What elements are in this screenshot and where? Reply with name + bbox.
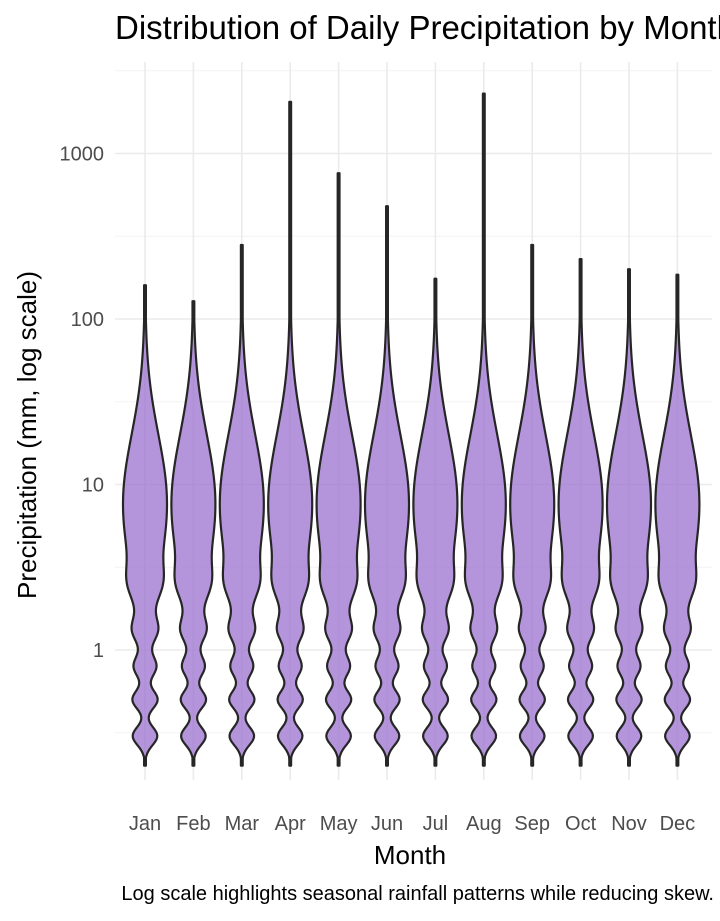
x-tick-label: Jul [423,813,449,835]
y-tick-label: 1000 [60,144,105,166]
violin-may [315,172,362,767]
violin-aug [460,92,507,767]
chart-caption: Log scale highlights seasonal rainfall p… [121,883,714,905]
x-tick-label: Sep [514,813,550,835]
x-tick-label: Jan [129,813,161,835]
y-tick-label: 1 [93,640,104,662]
violin-jul [412,277,459,767]
x-tick-label: May [320,813,358,835]
violin-sep [509,243,556,767]
violin-mar [218,243,265,767]
x-tick-label: Dec [660,813,696,835]
violin-jun [363,205,411,767]
chart-title: Distribution of Daily Precipitation by M… [115,9,720,46]
y-tick-label: 100 [71,309,104,331]
x-tick-label: Feb [176,813,210,835]
y-axis-title: Precipitation (mm, log scale) [12,271,42,599]
x-tick-label: Mar [225,813,260,835]
x-axis-title: Month [374,840,446,870]
violin-nov [605,268,653,767]
x-tick-label: Nov [611,813,647,835]
y-tick-label: 10 [82,475,104,497]
violin-feb [170,300,217,767]
x-tick-label: Jun [371,813,403,835]
x-tick-labels: Jan Feb Mar Apr May Jun Jul Aug Sep Oct Nov Dec [129,813,695,835]
x-tick-label: Apr [275,813,306,835]
violin-jan [121,284,169,767]
violins [121,92,701,767]
violin-dec [654,273,701,767]
x-tick-label: Oct [565,813,597,835]
violin-apr [267,100,314,767]
violin-oct [557,258,604,767]
y-tick-labels: 1 10 100 1000 [60,144,105,663]
x-tick-label: Aug [466,813,502,835]
